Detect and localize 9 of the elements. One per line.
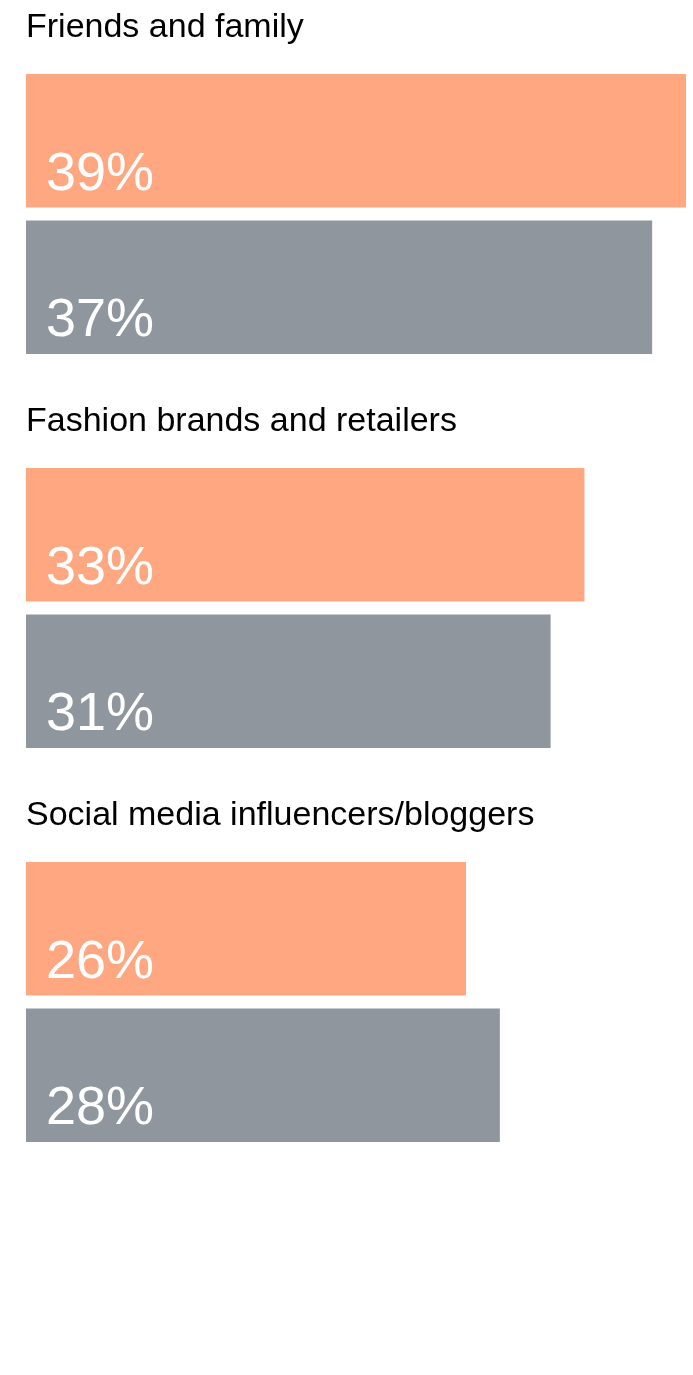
data-label: 39% [46, 140, 155, 201]
data-label: 26% [46, 928, 155, 989]
data-label: 37% [46, 287, 155, 348]
data-label: 31% [46, 681, 155, 742]
data-label: 33% [46, 534, 155, 595]
y-tick-label: Friends and family [26, 6, 304, 44]
y-tick-label: Fashion brands and retailers [26, 400, 457, 438]
data-label: 28% [46, 1075, 155, 1136]
y-tick-label: Social media influencers/bloggers [26, 794, 535, 832]
